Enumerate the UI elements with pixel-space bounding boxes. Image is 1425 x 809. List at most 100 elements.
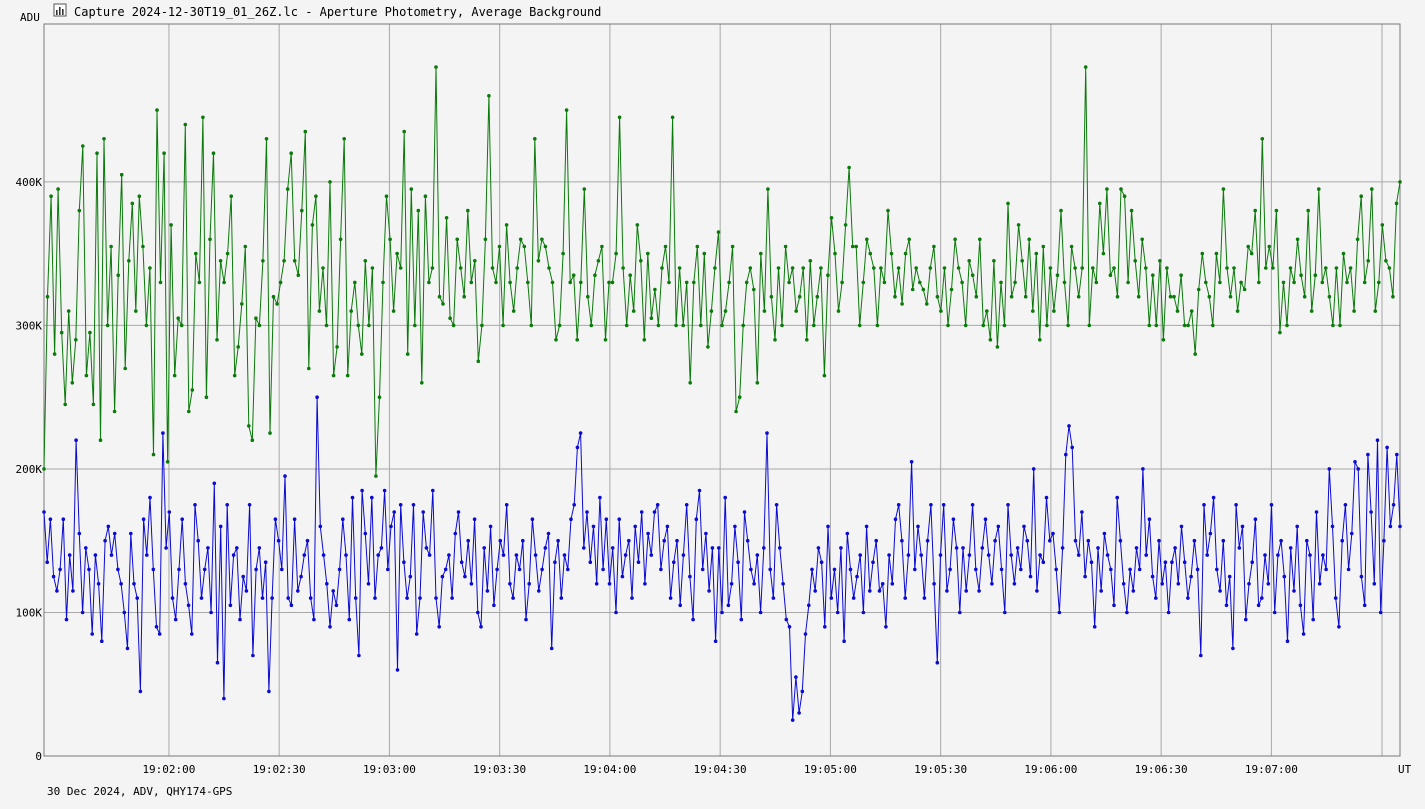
data-point xyxy=(1366,259,1370,263)
data-point xyxy=(803,632,808,636)
data-point xyxy=(692,280,696,285)
data-point xyxy=(527,582,531,586)
data-point xyxy=(342,137,347,141)
data-point xyxy=(569,517,573,521)
data-point xyxy=(1320,280,1325,285)
data-point xyxy=(480,323,484,328)
data-point xyxy=(74,338,78,342)
data-point xyxy=(132,582,136,586)
data-point xyxy=(398,503,403,507)
data-point xyxy=(970,503,975,507)
data-point xyxy=(388,237,392,242)
data-point xyxy=(414,632,419,636)
data-point xyxy=(617,115,622,120)
data-point xyxy=(1140,237,1144,242)
data-point xyxy=(1091,266,1095,270)
data-point xyxy=(1205,553,1209,557)
data-point xyxy=(518,237,523,242)
data-point xyxy=(1041,560,1046,564)
data-point xyxy=(868,251,873,256)
x-tick-label: 19:04:30 xyxy=(694,763,747,776)
data-point xyxy=(826,273,830,278)
data-point xyxy=(736,560,740,564)
x-tick-label: 19:07:00 xyxy=(1245,763,1298,776)
data-point xyxy=(734,409,738,414)
data-point xyxy=(649,316,654,321)
data-point xyxy=(1350,531,1354,536)
data-point xyxy=(257,323,262,328)
data-point xyxy=(1129,208,1134,213)
data-point xyxy=(526,280,530,285)
data-point xyxy=(603,338,608,342)
data-point xyxy=(691,617,695,622)
data-point xyxy=(1006,503,1010,507)
data-point xyxy=(472,517,477,521)
data-point xyxy=(604,517,609,521)
data-point xyxy=(103,538,107,543)
data-point xyxy=(261,259,265,263)
data-point xyxy=(45,294,50,299)
data-point xyxy=(292,259,297,263)
data-point xyxy=(1211,495,1216,500)
data-point xyxy=(1327,467,1332,471)
data-point xyxy=(967,259,971,263)
data-point xyxy=(887,553,891,557)
data-point xyxy=(1115,294,1120,299)
data-point xyxy=(1126,280,1130,285)
data-point xyxy=(476,359,481,364)
data-point xyxy=(813,589,817,593)
data-point xyxy=(1299,273,1303,278)
data-point xyxy=(430,266,435,270)
data-point xyxy=(752,582,756,586)
data-point xyxy=(427,553,432,557)
data-point xyxy=(282,259,286,263)
data-point xyxy=(1154,596,1158,600)
data-point xyxy=(677,266,682,270)
data-point xyxy=(564,108,569,112)
data-point xyxy=(635,223,640,227)
data-point xyxy=(832,567,837,572)
data-point xyxy=(861,610,866,615)
data-point xyxy=(1086,538,1091,543)
data-point xyxy=(829,596,834,600)
series-layer xyxy=(42,65,1402,722)
data-point xyxy=(1377,280,1381,285)
data-point xyxy=(593,273,597,278)
data-point xyxy=(704,531,708,536)
data-point xyxy=(1292,280,1296,285)
data-point xyxy=(843,223,848,227)
data-point xyxy=(109,553,114,557)
data-point xyxy=(285,187,290,191)
data-point xyxy=(631,309,636,313)
data-point xyxy=(1282,574,1287,579)
data-point xyxy=(521,538,525,543)
data-point xyxy=(845,531,850,536)
data-point xyxy=(176,316,180,321)
data-point xyxy=(363,531,368,536)
data-point xyxy=(145,553,149,557)
data-point xyxy=(1098,201,1102,206)
data-point xyxy=(1378,610,1383,615)
data-point xyxy=(517,567,522,572)
data-point xyxy=(1271,266,1275,270)
data-point xyxy=(398,266,403,270)
data-point xyxy=(289,151,294,155)
data-point xyxy=(469,280,474,285)
data-point xyxy=(1125,610,1129,615)
data-point xyxy=(1009,294,1014,299)
data-point xyxy=(700,567,705,572)
data-point xyxy=(67,553,72,557)
data-point xyxy=(1211,323,1215,328)
data-point xyxy=(514,553,519,557)
data-point xyxy=(822,373,827,378)
data-point xyxy=(1391,294,1395,299)
data-point xyxy=(1179,273,1183,278)
data-point xyxy=(61,517,66,521)
data-point xyxy=(1215,567,1219,572)
data-point xyxy=(840,280,844,285)
data-point xyxy=(260,596,265,600)
data-point xyxy=(865,237,869,242)
data-point xyxy=(154,625,159,629)
data-point xyxy=(334,603,339,608)
